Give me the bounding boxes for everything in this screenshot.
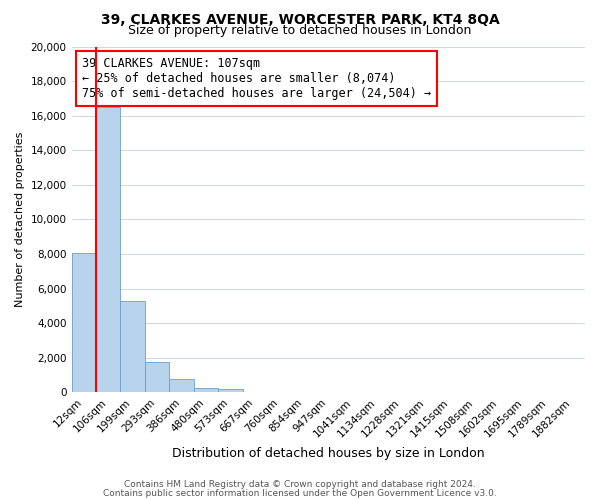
- Bar: [169, 380, 194, 392]
- Text: Contains public sector information licensed under the Open Government Licence v3: Contains public sector information licen…: [103, 488, 497, 498]
- Text: 39, CLARKES AVENUE, WORCESTER PARK, KT4 8QA: 39, CLARKES AVENUE, WORCESTER PARK, KT4 …: [101, 12, 499, 26]
- Bar: [145, 362, 169, 392]
- Bar: [121, 300, 145, 392]
- Bar: [194, 388, 218, 392]
- Bar: [218, 389, 242, 392]
- Text: 39 CLARKES AVENUE: 107sqm
← 25% of detached houses are smaller (8,074)
75% of se: 39 CLARKES AVENUE: 107sqm ← 25% of detac…: [82, 57, 431, 100]
- Y-axis label: Number of detached properties: Number of detached properties: [15, 132, 25, 307]
- Text: Contains HM Land Registry data © Crown copyright and database right 2024.: Contains HM Land Registry data © Crown c…: [124, 480, 476, 489]
- Bar: [96, 107, 121, 393]
- Text: Size of property relative to detached houses in London: Size of property relative to detached ho…: [128, 24, 472, 37]
- Bar: [71, 252, 96, 392]
- X-axis label: Distribution of detached houses by size in London: Distribution of detached houses by size …: [172, 447, 485, 460]
